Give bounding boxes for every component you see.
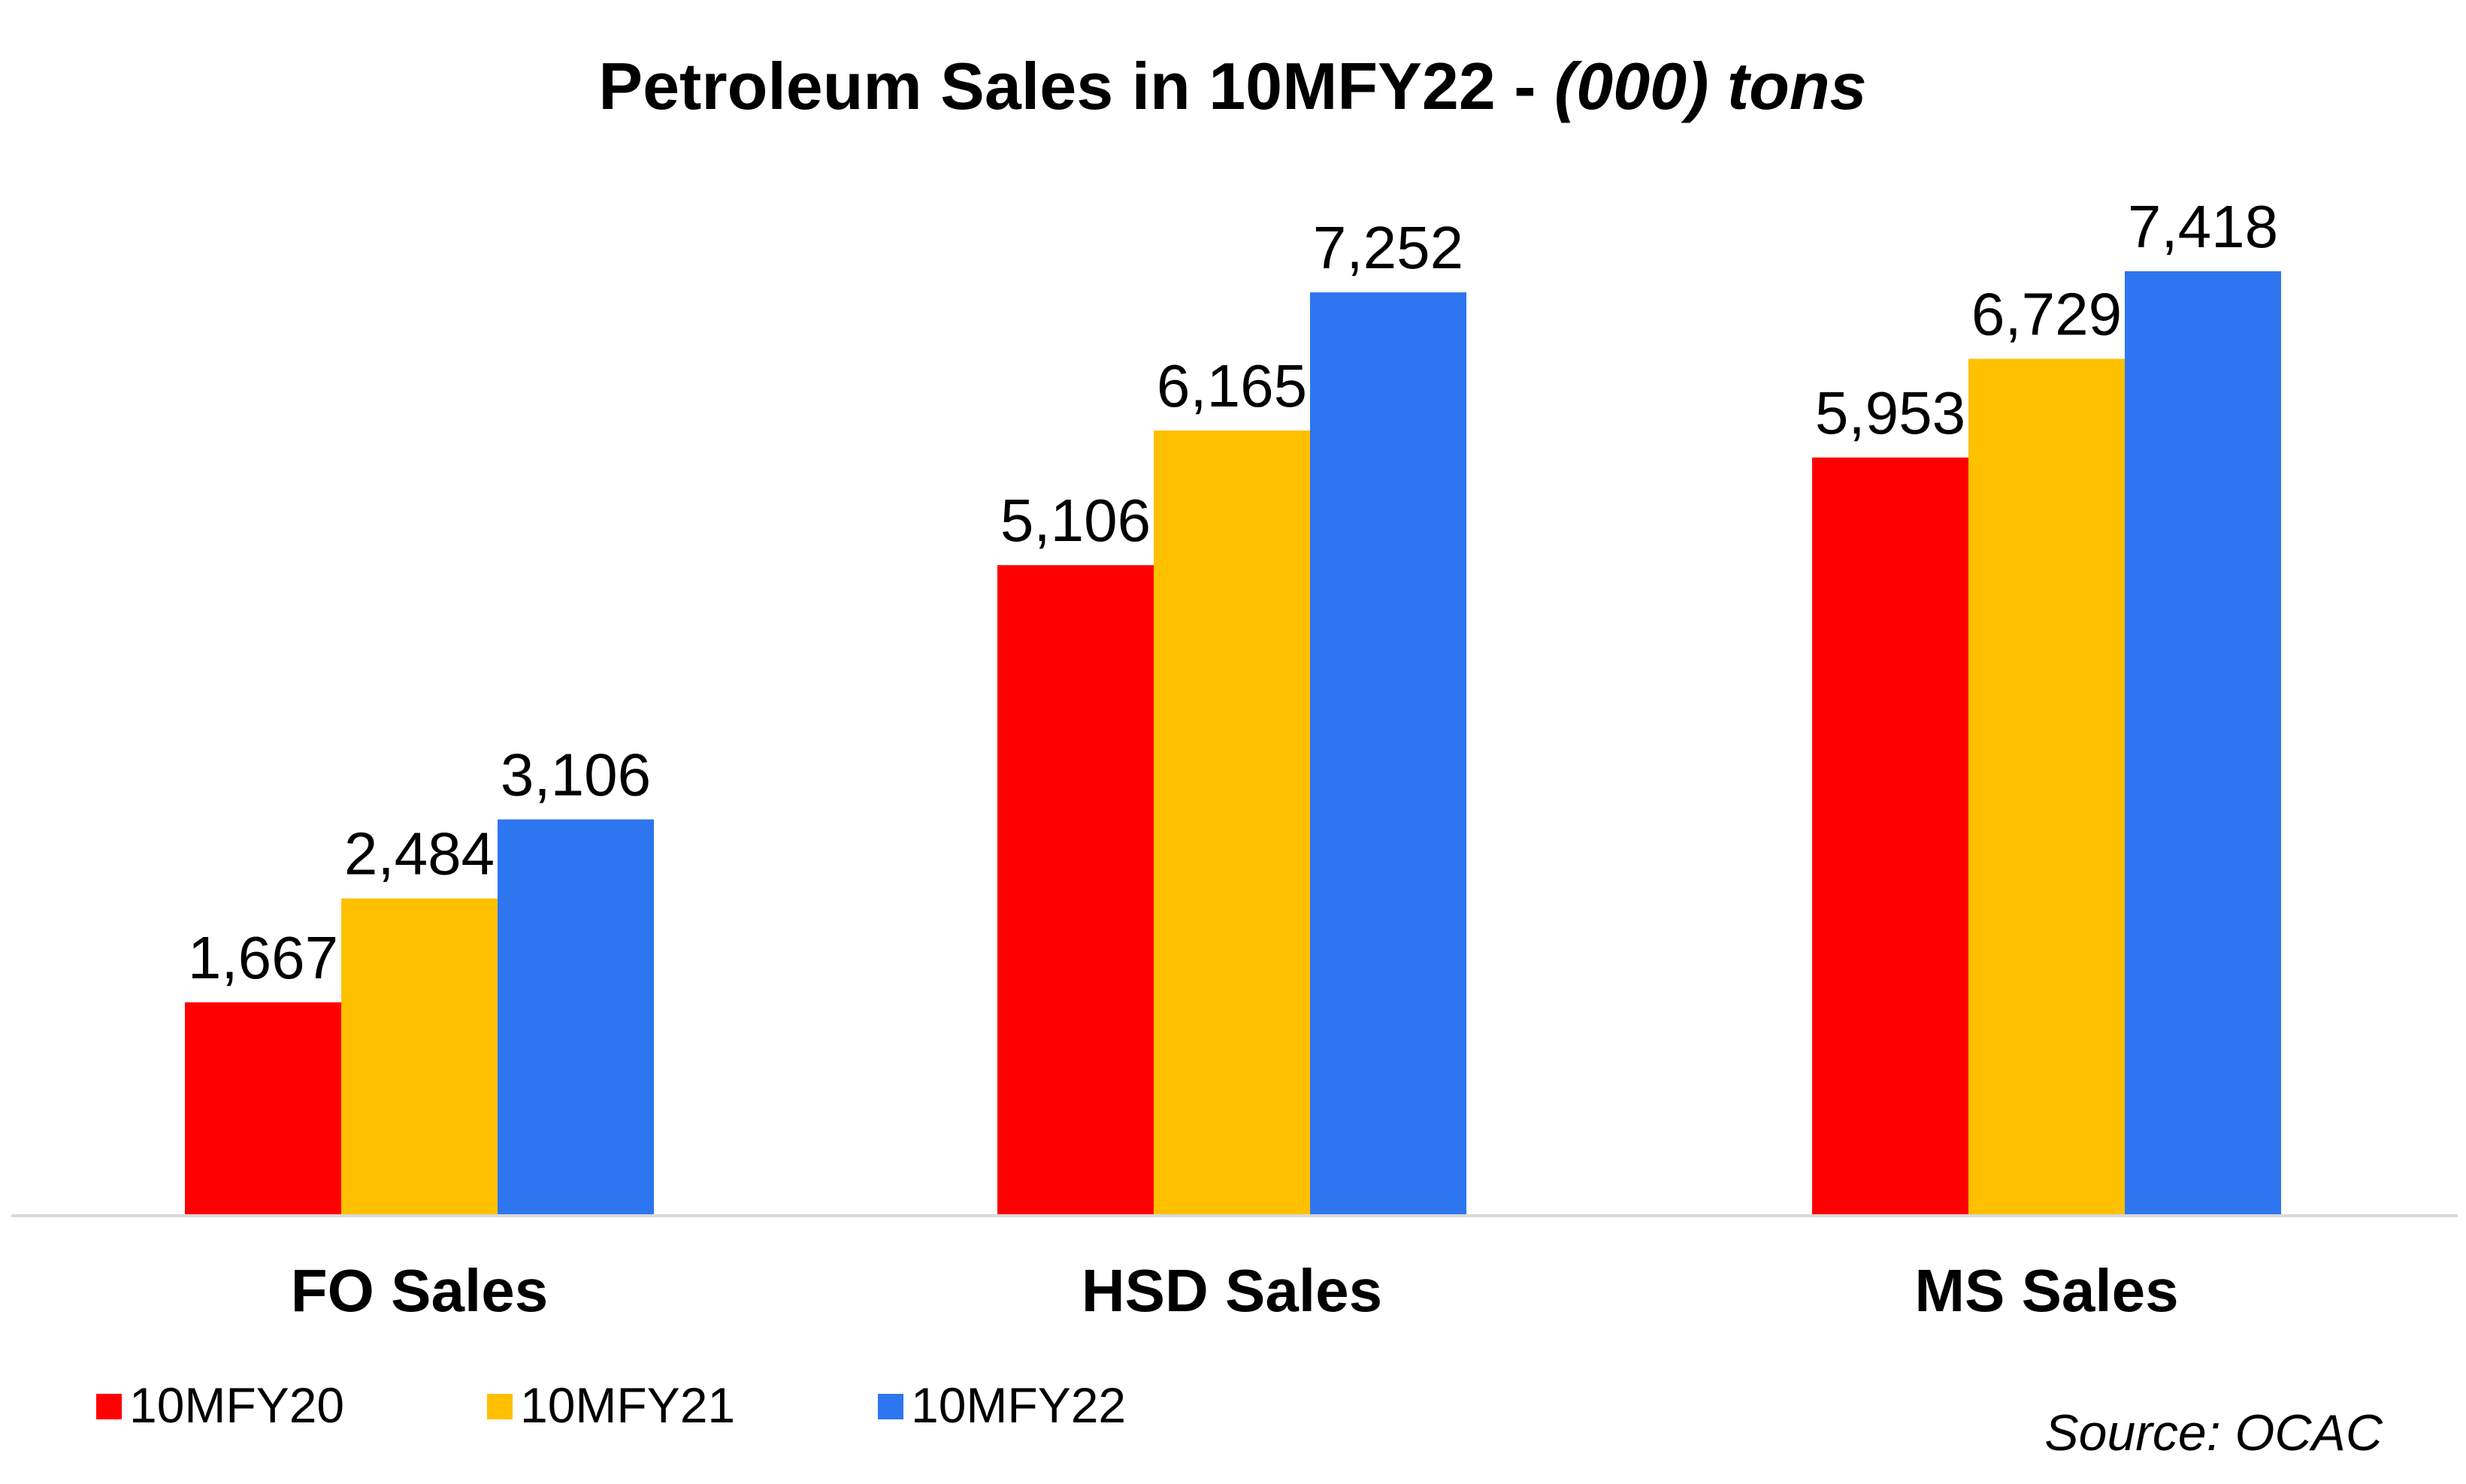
legend-label: 10MFY20 [129,1377,344,1433]
chart-title: Petroleum Sales in 10MFY22 - (000) tons [598,49,1866,123]
legend-item-10MFY20: 10MFY20 [96,1377,344,1433]
data-label: 7,252 [1313,214,1463,281]
source-note: Source: OCAC [2044,1404,2383,1461]
bar-10MFY22-1 [1310,292,1466,1215]
legend-swatch [96,1394,122,1419]
legend-swatch [878,1394,903,1419]
data-label: 5,953 [1815,379,1965,446]
legend-label: 10MFY22 [911,1377,1126,1433]
bar-10MFY21-1 [1154,430,1310,1215]
chart-title-main: Petroleum Sales in 10MFY22 - [598,49,1536,123]
legend-swatch [487,1394,513,1419]
bar-10MFY20-2 [1812,457,1968,1214]
bars-layer [185,271,2281,1215]
legend-item-10MFY21: 10MFY21 [487,1377,735,1433]
legend: 10MFY20 10MFY21 10MFY22 [96,1377,1126,1433]
bar-10MFY22-2 [2125,271,2281,1214]
data-label: 6,729 [1971,281,2122,348]
bar-10MFY21-2 [1968,358,2125,1214]
data-label: 5,106 [1000,487,1151,554]
chart-title-unit: (000) tons [1554,49,1867,123]
data-label: 3,106 [501,742,651,808]
bar-10MFY22-0 [498,819,654,1214]
category-label: MS Sales [1914,1257,2178,1324]
bar-10MFY21-0 [341,898,498,1214]
data-label: 6,165 [1157,352,1307,419]
data-label: 7,418 [2128,193,2278,260]
category-label: FO Sales [291,1257,548,1324]
category-labels-layer: FO Sales HSD Sales MS Sales [291,1257,2179,1324]
legend-label: 10MFY21 [520,1377,735,1433]
data-label: 2,484 [344,821,495,887]
bar-10MFY20-0 [185,1002,341,1214]
data-label: 1,667 [188,924,338,991]
category-label: HSD Sales [1082,1257,1382,1324]
legend-item-10MFY22: 10MFY22 [878,1377,1126,1433]
bar-10MFY20-1 [997,565,1154,1214]
